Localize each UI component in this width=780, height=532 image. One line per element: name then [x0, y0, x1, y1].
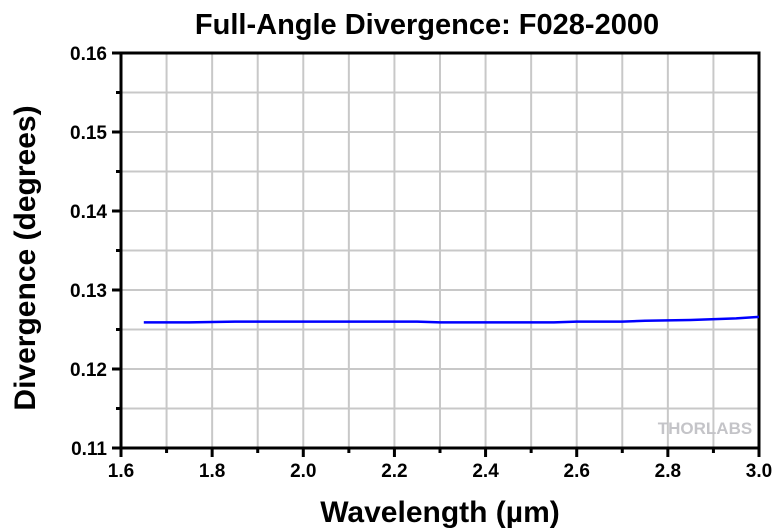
x-tick-label: 3.0 [746, 461, 772, 482]
x-tick-label: 1.6 [108, 461, 134, 482]
x-tick-label: 2.2 [381, 461, 407, 482]
x-tick-label: 2.8 [655, 461, 681, 482]
y-tick-labels: 0.11 0.12 0.13 0.14 0.15 0.16 [70, 44, 107, 460]
y-tick-label: 0.16 [70, 44, 107, 65]
grid [121, 53, 759, 448]
y-tick-label: 0.14 [70, 202, 107, 223]
axes [112, 51, 761, 457]
x-tick-label: 1.8 [199, 461, 225, 482]
y-tick-label: 0.12 [70, 360, 107, 381]
watermark-logo: THORLABS [658, 419, 752, 438]
x-tick-labels: 1.6 1.8 2.0 2.2 2.4 2.6 2.8 3.0 [108, 461, 772, 482]
x-tick-label: 2.6 [564, 461, 590, 482]
chart-title: Full-Angle Divergence: F028-2000 [195, 9, 659, 41]
y-axis-label: Divergence (degrees) [9, 105, 42, 410]
x-tick-label: 2.4 [472, 461, 499, 482]
y-tick-label: 0.13 [70, 281, 107, 302]
x-axis-label: Wavelength (µm) [320, 496, 560, 529]
series-line-divergence [143, 315, 760, 324]
x-tick-label: 2.0 [290, 461, 316, 482]
y-tick-label: 0.15 [70, 123, 107, 144]
y-tick-label: 0.11 [71, 439, 107, 460]
